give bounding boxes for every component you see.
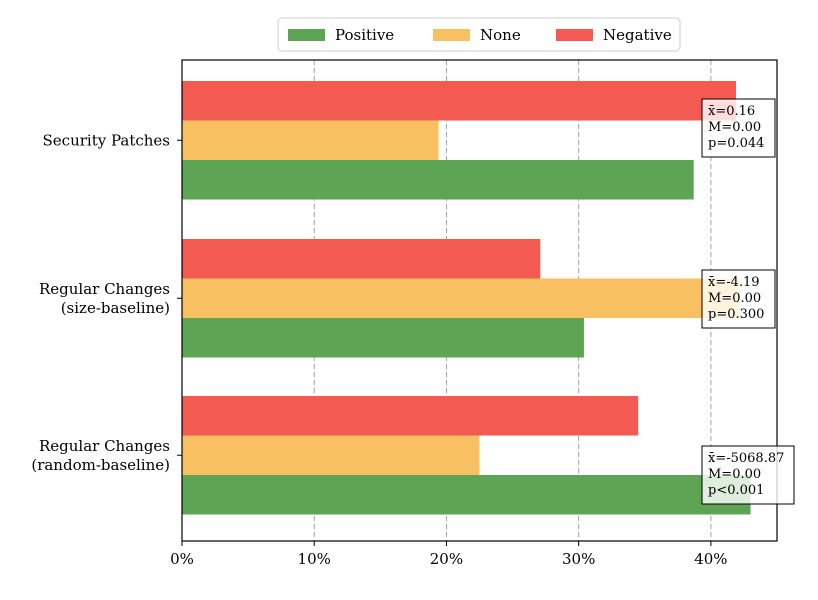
bar-positive	[182, 160, 694, 200]
bar-positive	[182, 318, 584, 358]
annotation-box	[701, 269, 776, 329]
annotations: x̄=0.16M=0.00p=0.044x̄=-4.19M=0.00p=0.30…	[701, 98, 795, 505]
annotation-text: p<0.001	[708, 483, 764, 498]
bar-positive	[182, 475, 751, 515]
axes: 0% 10% 20% 30% 40% Security Patches Regular Ch…	[31, 59, 778, 568]
x-tick-label: 10%	[298, 550, 331, 568]
plot-frame	[181, 59, 778, 542]
annotation-text: p=0.300	[708, 307, 764, 322]
annotation-text: M=0.00	[708, 291, 761, 306]
bar-negative	[182, 81, 737, 121]
y-tick-label: (size-baseline)	[61, 299, 170, 317]
legend-swatch-negative	[556, 29, 593, 41]
bar-none	[182, 120, 439, 160]
x-tick-label: 40%	[694, 550, 727, 568]
bar-none	[182, 278, 739, 318]
legend-label-positive: Positive	[335, 26, 394, 44]
bars	[182, 81, 751, 515]
bar-negative	[182, 239, 541, 279]
annotation-box	[701, 445, 795, 505]
annotation-text: x̄=0.16	[708, 104, 755, 119]
legend-box	[277, 17, 681, 52]
y-tick-label: Regular Changes	[39, 280, 170, 298]
y-tick-label: (random-baseline)	[31, 456, 170, 474]
annotation-text: x̄=-5068.87	[708, 451, 784, 466]
annotation-text: M=0.00	[708, 467, 761, 482]
y-tick-label: Security Patches	[43, 131, 170, 149]
bar-negative	[182, 396, 639, 436]
legend-swatch-none	[433, 29, 470, 41]
x-tick-label: 30%	[562, 550, 595, 568]
y-tick-label: Regular Changes	[39, 437, 170, 455]
annotation-text: M=0.00	[708, 120, 761, 135]
bar-none	[182, 435, 480, 475]
legend-swatch-positive	[288, 29, 325, 41]
annotation-text: x̄=-4.19	[708, 275, 760, 290]
annotation-box	[701, 98, 776, 158]
legend: Positive None Negative	[277, 17, 681, 52]
annotation-text: p=0.044	[708, 136, 764, 151]
x-tick-label: 20%	[430, 550, 463, 568]
legend-label-none: None	[480, 26, 521, 44]
x-tick-label: 0%	[170, 550, 194, 568]
legend-label-negative: Negative	[603, 26, 672, 44]
